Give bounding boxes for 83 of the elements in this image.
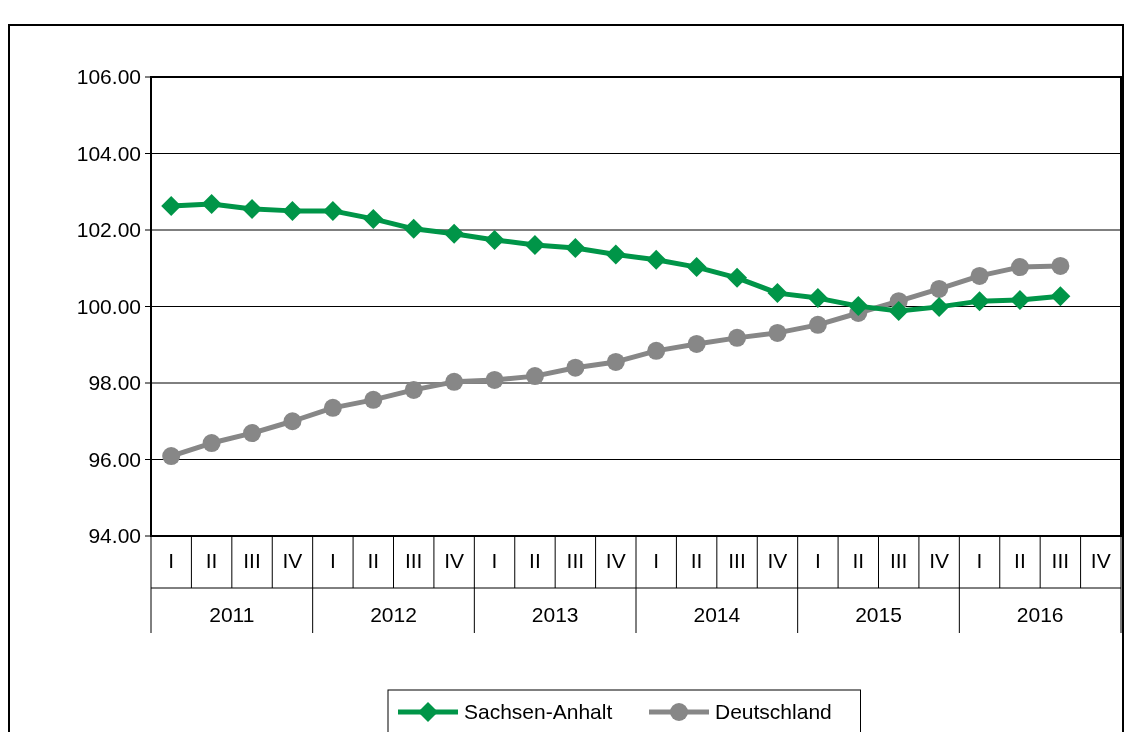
point — [161, 195, 182, 216]
x-tick-label: IV — [767, 549, 788, 572]
point — [524, 234, 545, 255]
point — [606, 352, 625, 371]
y-tick-label: 104.00 — [76, 141, 141, 165]
x-tick-label: II — [529, 549, 541, 572]
x-tick-label: I — [976, 549, 983, 572]
point — [970, 266, 989, 285]
y-tick-label: 102.00 — [76, 218, 141, 242]
y-tick-label: 96.00 — [88, 447, 141, 471]
point — [647, 341, 666, 360]
x-tick-label: I — [168, 549, 175, 572]
legend-label: Deutschland — [715, 700, 832, 724]
x-tick-label: II — [690, 549, 703, 572]
text: 2011 — [209, 603, 255, 627]
x-tick-label: II — [205, 549, 218, 572]
x-tick-label: IV — [444, 549, 465, 572]
point — [605, 244, 626, 265]
text: 2013 — [531, 603, 579, 627]
point — [243, 424, 262, 443]
x-tick-label: II — [1014, 549, 1026, 572]
x-tick-label: III — [889, 549, 908, 572]
point — [767, 283, 788, 304]
x-tick-label: I — [814, 549, 821, 572]
point — [282, 200, 303, 221]
point — [404, 380, 423, 399]
point — [969, 291, 990, 312]
point — [1051, 256, 1070, 275]
y-tick-label: 100.00 — [76, 294, 141, 318]
point — [566, 358, 585, 377]
point — [1010, 258, 1029, 277]
x-tick-label: III — [1051, 549, 1070, 572]
point — [242, 198, 263, 219]
point — [929, 296, 950, 317]
point — [525, 367, 544, 386]
point — [445, 372, 464, 391]
x-tick-label: II — [852, 549, 865, 572]
text: 2014 — [693, 603, 741, 627]
point — [848, 296, 869, 317]
legend-label: Sachsen-Anhalt — [464, 700, 613, 724]
point — [565, 237, 586, 258]
point — [686, 257, 707, 278]
point — [444, 223, 465, 244]
x-tick-label: III — [728, 549, 746, 572]
point — [888, 301, 909, 322]
point — [403, 218, 424, 239]
point — [322, 200, 343, 221]
point — [162, 447, 181, 466]
point — [727, 267, 748, 288]
text: 2016 — [1016, 603, 1064, 627]
point — [363, 208, 384, 229]
point — [323, 398, 342, 417]
x-tick-label: II — [367, 549, 380, 572]
point — [687, 335, 706, 353]
point — [646, 249, 667, 270]
x-tick-label: I — [329, 549, 336, 572]
point — [728, 328, 747, 347]
x-tick-label: III — [243, 549, 261, 572]
x-tick-label: IV — [282, 549, 303, 572]
point — [364, 390, 383, 409]
point — [808, 315, 827, 334]
x-tick-label: III — [404, 549, 423, 572]
point — [484, 229, 505, 250]
x-tick-label: IV — [929, 549, 950, 572]
x-tick-label: IV — [1090, 549, 1111, 572]
point — [485, 370, 504, 389]
point — [202, 434, 221, 453]
point — [930, 279, 949, 298]
y-tick-label: 106.00 — [76, 65, 141, 89]
y-tick-label: 94.00 — [88, 524, 141, 548]
point — [283, 412, 302, 431]
point — [1050, 286, 1071, 307]
point — [768, 323, 787, 342]
point — [807, 288, 828, 309]
text: 2012 — [370, 603, 417, 627]
point — [201, 193, 222, 214]
x-tick-label: I — [491, 549, 498, 572]
x-tick-label: I — [653, 549, 660, 572]
x-tick-label: III — [566, 549, 585, 572]
y-tick-label: 98.00 — [88, 371, 141, 395]
x-tick-label: IV — [605, 549, 626, 572]
point — [1009, 290, 1030, 310]
text: 2015 — [855, 603, 902, 627]
